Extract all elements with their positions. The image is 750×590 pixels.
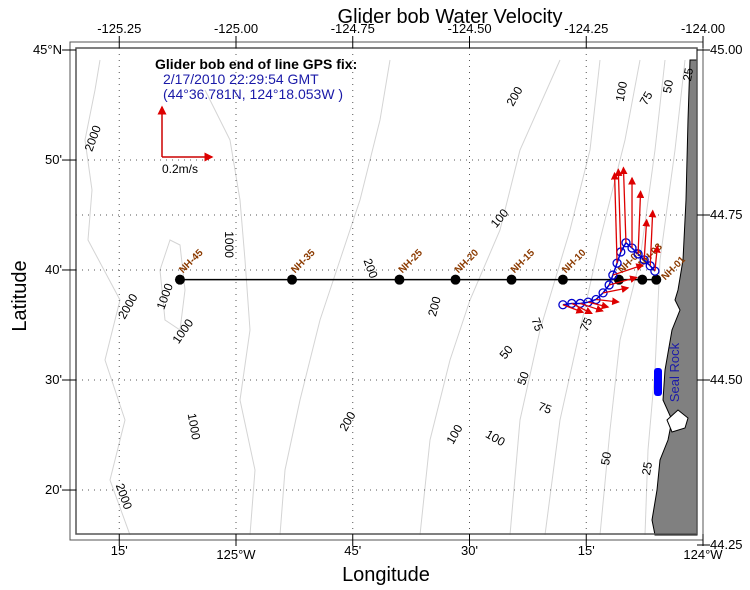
top-tick-label: -124.25 [564, 21, 609, 36]
station-marker [174, 274, 185, 285]
velocity-vector [562, 304, 585, 314]
velocity-vector [587, 301, 610, 310]
velocity-vector [619, 166, 628, 243]
glider-track-point [608, 270, 618, 280]
seal-rock-marker [654, 368, 662, 396]
velocity-vector [636, 190, 645, 254]
bottom-tick-label: 124°W [683, 547, 723, 562]
map-frame [69, 41, 704, 541]
bottom-tick-label: 15' [110, 543, 128, 558]
axis-ticks [62, 36, 710, 546]
velocity-vector [614, 168, 623, 252]
velocity-vector [602, 285, 630, 294]
glider-track-point [604, 280, 614, 290]
station-marker [637, 274, 648, 285]
left-tick-label: 50' [45, 152, 62, 168]
gps-fix-position: (44°36.781N, 124°18.053W ) [163, 86, 344, 102]
station-label: NH-10 [560, 247, 589, 276]
contour-label: 25 [680, 66, 697, 83]
contour-label: 50 [598, 450, 615, 467]
left-tick-label: 20' [45, 482, 62, 498]
glider-track-point [558, 300, 568, 310]
x-axis-label: Longitude [342, 564, 430, 586]
station-label: NH-20 [453, 247, 482, 276]
top-tick-label: -125.25 [97, 21, 142, 36]
station-marker [557, 274, 568, 285]
right-tick-label: 44.50 [710, 372, 743, 387]
velocity-vector [642, 218, 651, 260]
map-title: Glider bob Water Velocity [337, 6, 563, 28]
contour-label: 25 [639, 460, 656, 477]
station-marker [450, 274, 461, 285]
station-label: NH-15 [509, 247, 538, 276]
right-tick-label: 44.25 [710, 537, 743, 552]
velocity-vector [608, 275, 638, 286]
station-marker [287, 274, 298, 285]
station-label: NH-25 [397, 247, 426, 276]
velocity-vector [612, 263, 645, 276]
velocity-vector [579, 302, 604, 313]
station-marker [506, 274, 517, 285]
bottom-tick-label: 125°W [216, 547, 256, 562]
scale-label: 0.2m/s [162, 162, 199, 176]
velocity-vector [610, 171, 619, 264]
bottom-tick-label: 15' [577, 543, 595, 558]
station-marker [651, 274, 662, 285]
seal-rock-label: Seal Rock [666, 342, 682, 403]
gps-fix-time: 2/17/2010 22:29:54 GMT [163, 71, 319, 87]
bottom-tick-label: 45' [344, 543, 362, 558]
contour-label: 1000 [221, 231, 236, 258]
bottom-tick-label: 30' [461, 543, 478, 558]
scale-arrow [157, 105, 214, 162]
right-tick-label: 45.00 [710, 42, 743, 57]
station-label: NH-35 [289, 247, 318, 276]
left-tick-label: 45°N [32, 42, 62, 57]
bay-water [666, 409, 689, 433]
top-tick-label: -124.75 [330, 21, 375, 36]
contour-label: 50 [660, 78, 677, 95]
velocity-vector [571, 302, 593, 315]
velocity-vector [652, 244, 661, 272]
top-tick-label: -124.50 [447, 21, 492, 36]
velocity-vector [595, 297, 620, 306]
glider-track-point [598, 288, 608, 298]
top-tick-label: -124.00 [680, 21, 726, 36]
left-tick-label: 30' [45, 372, 62, 387]
bathymetry-contours [84, 59, 686, 536]
gps-fix-heading: Glider bob end of line GPS fix: [155, 56, 358, 72]
right-tick-label: 44.75 [710, 207, 743, 222]
top-tick-label: -125.00 [213, 21, 259, 36]
left-tick-label: 40' [45, 261, 62, 277]
velocity-vector [648, 209, 657, 266]
station-marker [394, 274, 405, 285]
